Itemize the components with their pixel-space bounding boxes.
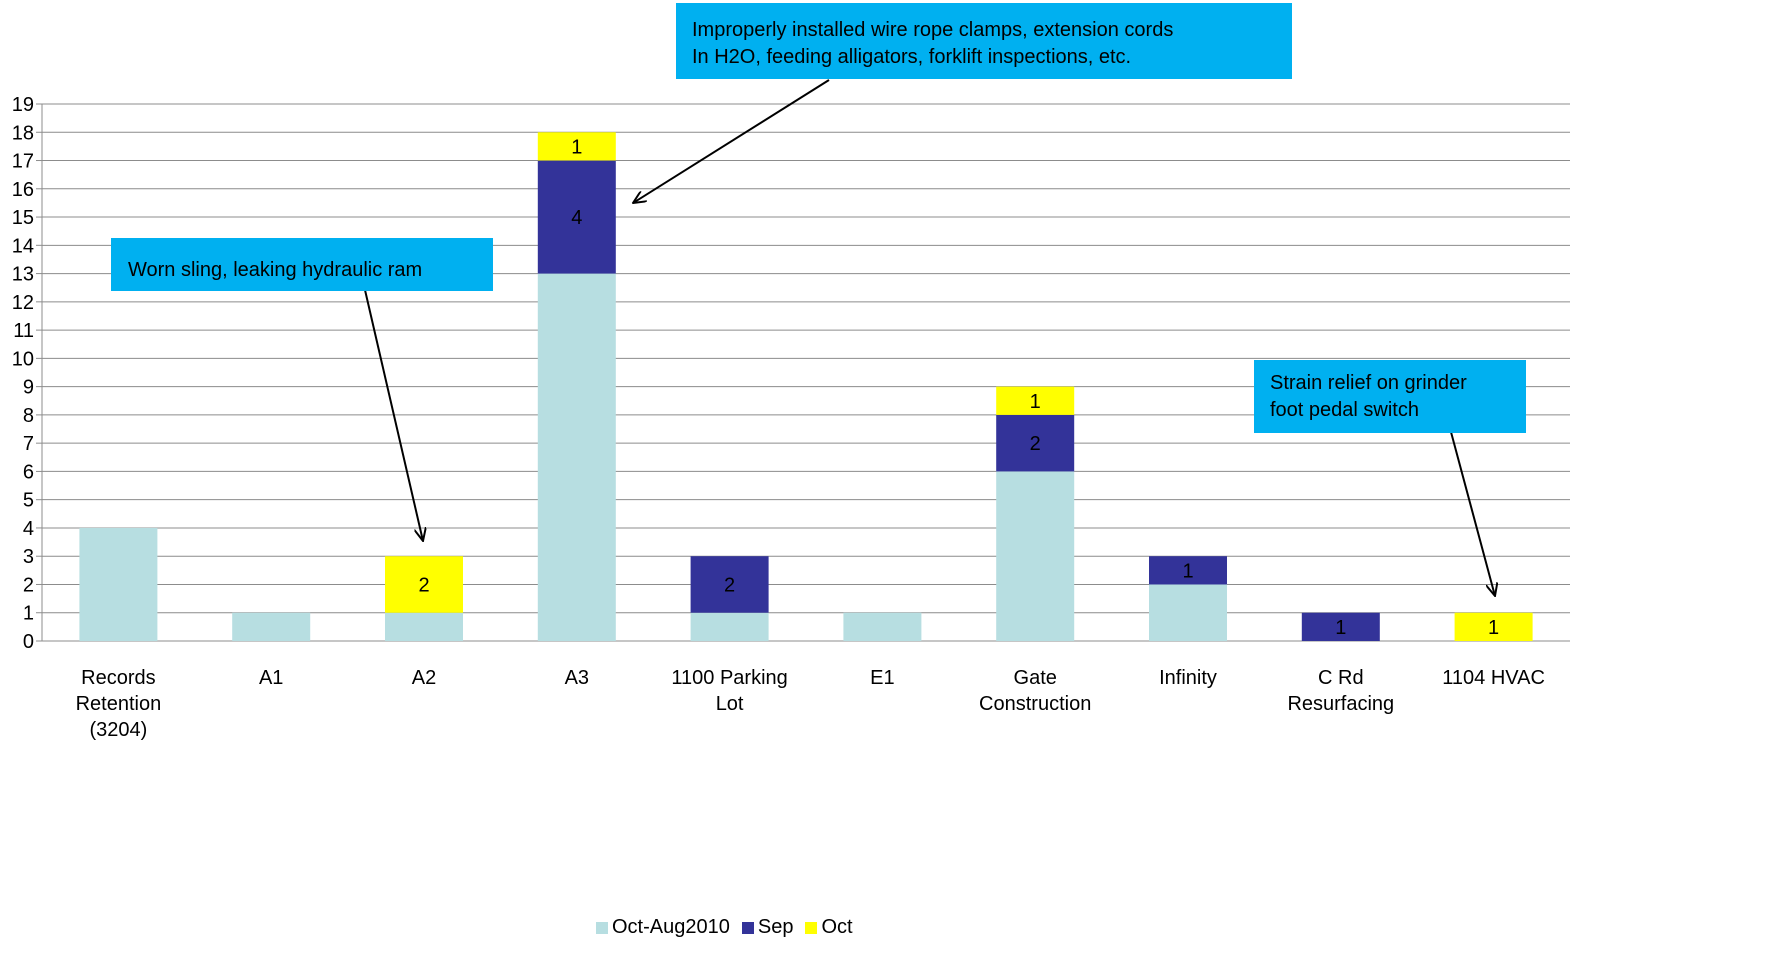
y-tick-label: 0 <box>23 631 34 653</box>
y-tick-label: 4 <box>23 518 34 540</box>
data-label: 2 <box>1030 433 1041 455</box>
y-tick-label: 9 <box>23 377 34 399</box>
x-tick-label: A3 <box>565 667 589 689</box>
x-tick-label: Resurfacing <box>1287 693 1394 715</box>
data-label: 1 <box>1030 391 1041 413</box>
y-tick-label: 3 <box>23 546 34 568</box>
annotation-callout-a3: Improperly installed wire rope clamps, e… <box>676 3 1292 79</box>
x-tick-label: Infinity <box>1159 667 1217 689</box>
annotation-callout-1104-hvac: Strain relief on grinder foot pedal swit… <box>1254 360 1526 433</box>
y-tick-label: 8 <box>23 405 34 427</box>
x-tick-label: Construction <box>979 693 1091 715</box>
annotation-line: Strain relief on grinder <box>1270 372 1467 394</box>
x-tick-label: 1100 Parking <box>671 667 787 689</box>
y-tick-label: 1 <box>23 603 34 625</box>
annotation-line: foot pedal switch <box>1270 399 1419 421</box>
x-tick-label: Retention <box>76 693 162 715</box>
annotation-arrow <box>633 79 830 203</box>
annotation-line: Improperly installed wire rope clamps, e… <box>692 19 1174 41</box>
y-tick-label: 13 <box>12 264 34 286</box>
annotation-arrows <box>364 79 1495 596</box>
legend-swatch <box>805 921 818 934</box>
y-tick-label: 12 <box>12 292 34 314</box>
legend: Oct-Aug2010 Sep Oct <box>596 916 865 939</box>
legend-swatch <box>741 921 754 934</box>
x-tick-label: A2 <box>412 667 436 689</box>
x-tick-label: C Rd <box>1318 667 1364 689</box>
bar-labels: 2 4 1 2 2 1 1 1 1 <box>418 136 1499 638</box>
data-label: 2 <box>724 574 735 596</box>
x-tick-label: Gate <box>1014 667 1057 689</box>
bar-segment <box>385 556 463 613</box>
bar-segment <box>1149 556 1227 585</box>
y-tick-label: 2 <box>23 574 34 596</box>
y-tick-label: 6 <box>23 461 34 483</box>
annotation-line: Worn sling, leaking hydraulic ram <box>128 259 423 281</box>
y-tick-label: 15 <box>12 207 34 229</box>
y-tick-label: 17 <box>12 151 34 173</box>
bar-segment <box>385 612 463 641</box>
x-tick-label: Lot <box>716 693 744 715</box>
bar-segment <box>1301 612 1380 641</box>
legend-item: Sep <box>741 916 794 939</box>
bar-segment <box>79 527 158 641</box>
bar-segment <box>690 612 769 641</box>
data-label: 1 <box>1488 617 1499 639</box>
bar-segment <box>537 132 616 161</box>
legend-item: Oct <box>805 916 853 939</box>
legend-label: Oct-Aug2010 <box>612 916 730 938</box>
bars <box>79 132 1533 641</box>
y-tick-label: 11 <box>13 320 34 342</box>
bar-segment <box>232 612 311 641</box>
bar-segment <box>996 471 1075 641</box>
y-tick-label: 7 <box>23 433 34 455</box>
bar-segment <box>996 386 1075 415</box>
y-tick-label: 16 <box>12 179 34 201</box>
x-tick-label: E1 <box>870 667 894 689</box>
annotation-line: In H2O, feeding alligators, forklift ins… <box>692 46 1132 68</box>
bar-segment <box>843 612 922 641</box>
data-label: 4 <box>571 207 582 229</box>
x-tick-label: 1104 HVAC <box>1442 667 1545 689</box>
bar-segment <box>690 556 769 613</box>
y-tick-label: 5 <box>23 490 34 512</box>
legend-swatch <box>596 921 608 934</box>
annotation-arrow <box>1450 431 1495 596</box>
legend-label: Oct <box>821 916 853 938</box>
y-tick-label: 14 <box>12 235 34 257</box>
bar-segment <box>537 273 616 641</box>
y-tick-label: 18 <box>12 122 34 144</box>
annotation-arrow <box>364 289 423 541</box>
bar-segment <box>537 160 616 274</box>
x-axis-ticks: Records Retention (3204) A1 A2 A3 1100 Parking… <box>76 667 1545 741</box>
data-label: 1 <box>571 136 582 158</box>
legend-label: Sep <box>757 916 794 938</box>
bar-segment <box>996 414 1075 472</box>
x-tick-label: (3204) <box>89 719 147 741</box>
bar-segment <box>1454 612 1533 641</box>
y-tick-label: 19 <box>12 94 34 116</box>
legend-item: Oct-Aug2010 <box>596 916 730 939</box>
x-tick-label: Records <box>81 667 155 689</box>
annotation-callout-a2: Worn sling, leaking hydraulic ram <box>111 238 493 291</box>
y-tick-label: 10 <box>12 348 34 370</box>
x-tick-label: A1 <box>259 667 283 689</box>
bar-segment <box>1149 584 1227 641</box>
data-label: 1 <box>1335 617 1346 639</box>
data-label: 1 <box>1182 560 1193 582</box>
data-label: 2 <box>418 574 429 596</box>
